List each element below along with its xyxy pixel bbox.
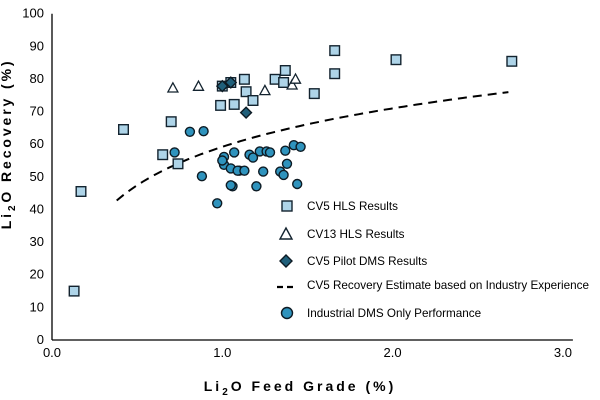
svg-text:3.0: 3.0: [554, 345, 572, 360]
svg-text:50: 50: [30, 169, 44, 184]
svg-text:10: 10: [30, 299, 44, 314]
svg-text:60: 60: [30, 136, 44, 151]
svg-text:30: 30: [30, 234, 44, 249]
svg-text:90: 90: [30, 38, 44, 53]
svg-text:80: 80: [30, 71, 44, 86]
svg-text:70: 70: [30, 104, 44, 119]
svg-text:2.0: 2.0: [384, 345, 402, 360]
svg-text:20: 20: [30, 267, 44, 282]
svg-text:1.0: 1.0: [213, 345, 231, 360]
svg-text:40: 40: [30, 202, 44, 217]
svg-text:0.0: 0.0: [43, 345, 61, 360]
svg-text:100: 100: [22, 6, 44, 21]
